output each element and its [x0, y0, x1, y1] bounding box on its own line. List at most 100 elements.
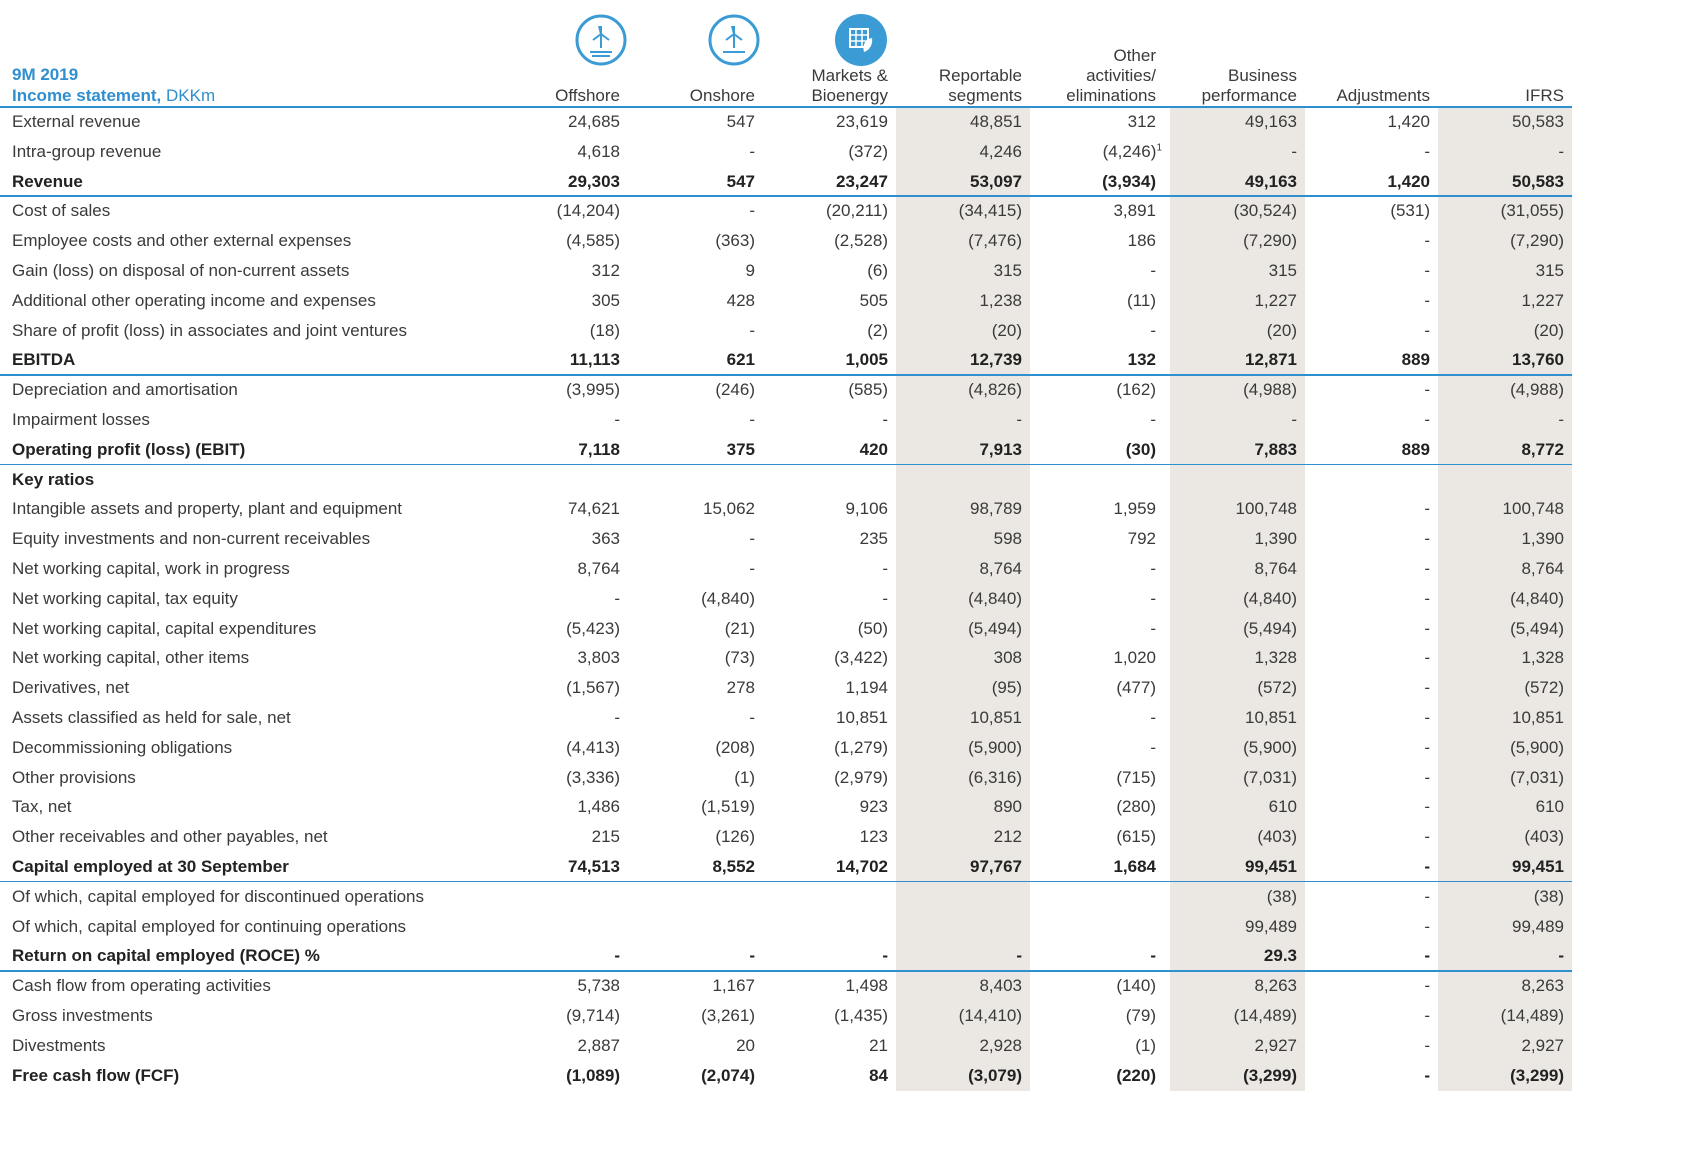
cell: -	[1016, 410, 1022, 429]
cell: 792	[1127, 529, 1156, 549]
cell: -	[1424, 1065, 1430, 1085]
cell: -	[1424, 827, 1430, 847]
cell: 7,118	[578, 439, 620, 459]
row-label: Capital employed at 30 September	[12, 857, 289, 876]
cell: (7,290)	[1243, 231, 1297, 251]
cell: (6,316)	[968, 767, 1022, 787]
row-label: Revenue	[12, 171, 83, 191]
cell: 2,887	[577, 1035, 620, 1055]
cell: 8,764	[1254, 559, 1297, 578]
table-title: Income statement, DKKm	[12, 86, 215, 106]
cell: 8,764	[979, 559, 1022, 578]
cell: 2,927	[1254, 1035, 1297, 1055]
cell: -	[1291, 141, 1297, 161]
cell: (7,476)	[968, 231, 1022, 251]
cell: 278	[726, 678, 755, 698]
cell: 8,764	[1521, 559, 1564, 578]
cell: 621	[726, 350, 755, 370]
cell: 4,246	[979, 141, 1022, 161]
row-rule	[0, 374, 1572, 376]
cell: 235	[859, 529, 888, 549]
cell: -	[882, 559, 888, 578]
cell: 49,163	[1245, 171, 1297, 191]
cell: (3,934)	[1102, 171, 1156, 191]
cell: -	[1150, 559, 1156, 578]
cell: (1,519)	[701, 797, 755, 817]
cell: (20)	[991, 320, 1022, 340]
cell: -	[1150, 946, 1156, 966]
cell: 1,420	[1387, 112, 1430, 131]
cell: 10,851	[836, 708, 888, 727]
cell: (20)	[1533, 320, 1564, 340]
cell: 10,851	[1245, 708, 1297, 727]
cell: -	[1424, 648, 1430, 668]
row-label: Assets classified as held for sale, net	[12, 708, 291, 727]
row-label: Other receivables and other payables, ne…	[12, 827, 328, 847]
cell: (162)	[1116, 380, 1156, 400]
header-rule	[0, 106, 1572, 108]
cell: -	[749, 141, 755, 161]
cell: 84	[869, 1065, 888, 1085]
cell: (20)	[1266, 320, 1297, 340]
cell: (363)	[715, 231, 755, 251]
cell: -	[749, 320, 755, 340]
cell: 49,163	[1245, 112, 1297, 131]
cell: 3,803	[577, 648, 620, 668]
cell: -	[1016, 946, 1022, 966]
row-label: Equity investments and non-current recei…	[12, 529, 371, 549]
cell: 1,020	[1113, 648, 1156, 668]
cell: (220)	[1116, 1065, 1156, 1085]
cell: -	[1150, 618, 1156, 638]
cell: (2,074)	[701, 1065, 755, 1085]
cell: (3,336)	[566, 767, 620, 787]
cell: 8,263	[1254, 976, 1297, 996]
cell: 99,451	[1245, 857, 1297, 876]
cell: (3,261)	[701, 1006, 755, 1025]
cell: 598	[993, 529, 1022, 549]
cell: 10,851	[970, 708, 1022, 727]
cell: (50)	[857, 618, 888, 638]
row-label: Net working capital, other items	[12, 648, 250, 668]
row-label: Of which, capital employed for continuin…	[12, 916, 407, 936]
cell: -	[1424, 261, 1430, 280]
cell: -	[1424, 588, 1430, 608]
cell: 7,913	[979, 439, 1022, 459]
shade	[1438, 107, 1572, 1091]
cell: (31,055)	[1500, 201, 1564, 221]
cell: 315	[993, 261, 1022, 280]
cell: (4,840)	[968, 588, 1022, 608]
cell: 305	[591, 290, 620, 310]
cell: -	[1150, 320, 1156, 340]
footnote-mark: 1	[1156, 142, 1162, 154]
cell: (21)	[724, 618, 755, 638]
cell: -	[614, 708, 620, 727]
row-label: Derivatives, net	[12, 678, 130, 698]
row-label: Net working capital, tax equity	[12, 588, 238, 608]
cell: (9,714)	[566, 1006, 620, 1025]
cell: (3,422)	[834, 648, 888, 668]
row-label: Key ratios	[12, 469, 95, 489]
cell: 363	[591, 529, 620, 549]
cell: 1,959	[1113, 499, 1156, 519]
cell: -	[749, 946, 755, 966]
cell: (3,995)	[566, 380, 620, 400]
cell: 1,005	[845, 350, 888, 370]
cell: (2,979)	[834, 767, 888, 787]
cell: -	[1424, 797, 1430, 817]
cell: -	[614, 588, 620, 608]
cell: (4,988)	[1243, 380, 1297, 400]
cell: 23,247	[836, 171, 888, 191]
cell: (280)	[1116, 797, 1156, 817]
cell: -	[1150, 737, 1156, 757]
cell: -	[1424, 976, 1430, 996]
column-header: Adjustments	[1336, 86, 1430, 105]
cell: (572)	[1257, 678, 1297, 698]
cell: (615)	[1116, 827, 1156, 847]
period: 9M 2019	[12, 65, 79, 84]
cell: -	[614, 410, 620, 429]
cell: 1,328	[1254, 648, 1297, 668]
column-header: IFRS	[1525, 86, 1564, 105]
cell: -	[1424, 410, 1430, 429]
cell: 1,328	[1521, 648, 1564, 668]
